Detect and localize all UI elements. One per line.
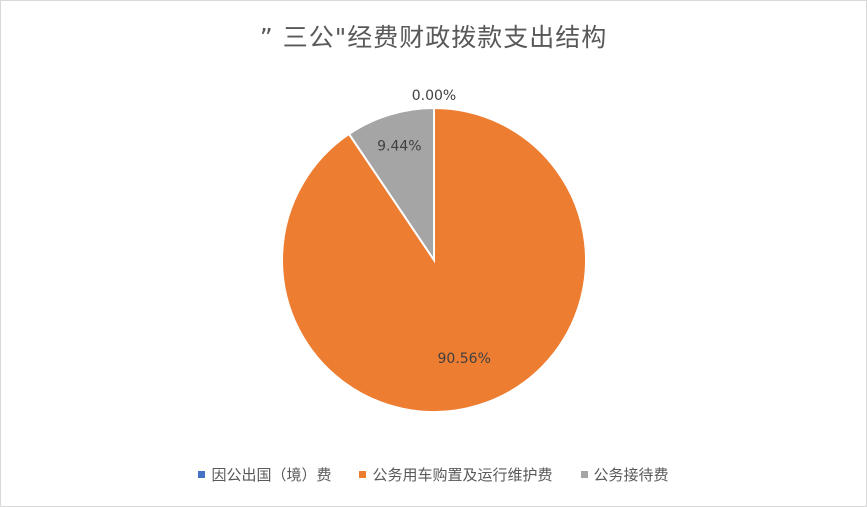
legend-label-vehicle: 公务用车购置及运行维护费 <box>372 466 553 484</box>
data-label-vehicle: 90.56% <box>438 351 491 367</box>
data-label-reception: 9.44% <box>377 139 421 155</box>
legend-swatch-vehicle <box>359 471 367 478</box>
legend-item-overseas: 因公出国（境）费 <box>198 464 331 485</box>
legend-swatch-overseas <box>198 471 206 478</box>
legend-swatch-reception <box>580 471 588 478</box>
pie-slices <box>281 106 587 413</box>
legend-item-vehicle: 公务用车购置及运行维护费 <box>359 464 553 485</box>
pie-labels: 0.00% 90.56% 9.44% <box>377 88 491 367</box>
chart-title: ” 三公"经费财政拨款支出结构 <box>259 23 608 52</box>
legend-label-overseas: 因公出国（境）费 <box>211 466 332 484</box>
legend-label-reception: 公务接待费 <box>593 466 669 484</box>
legend-item-reception: 公务接待费 <box>580 464 669 485</box>
legend: 因公出国（境）费 公务用车购置及运行维护费 公务接待费 <box>0 464 867 485</box>
pie-slice-reception <box>347 106 435 264</box>
data-label-overseas: 0.00% <box>412 88 456 104</box>
